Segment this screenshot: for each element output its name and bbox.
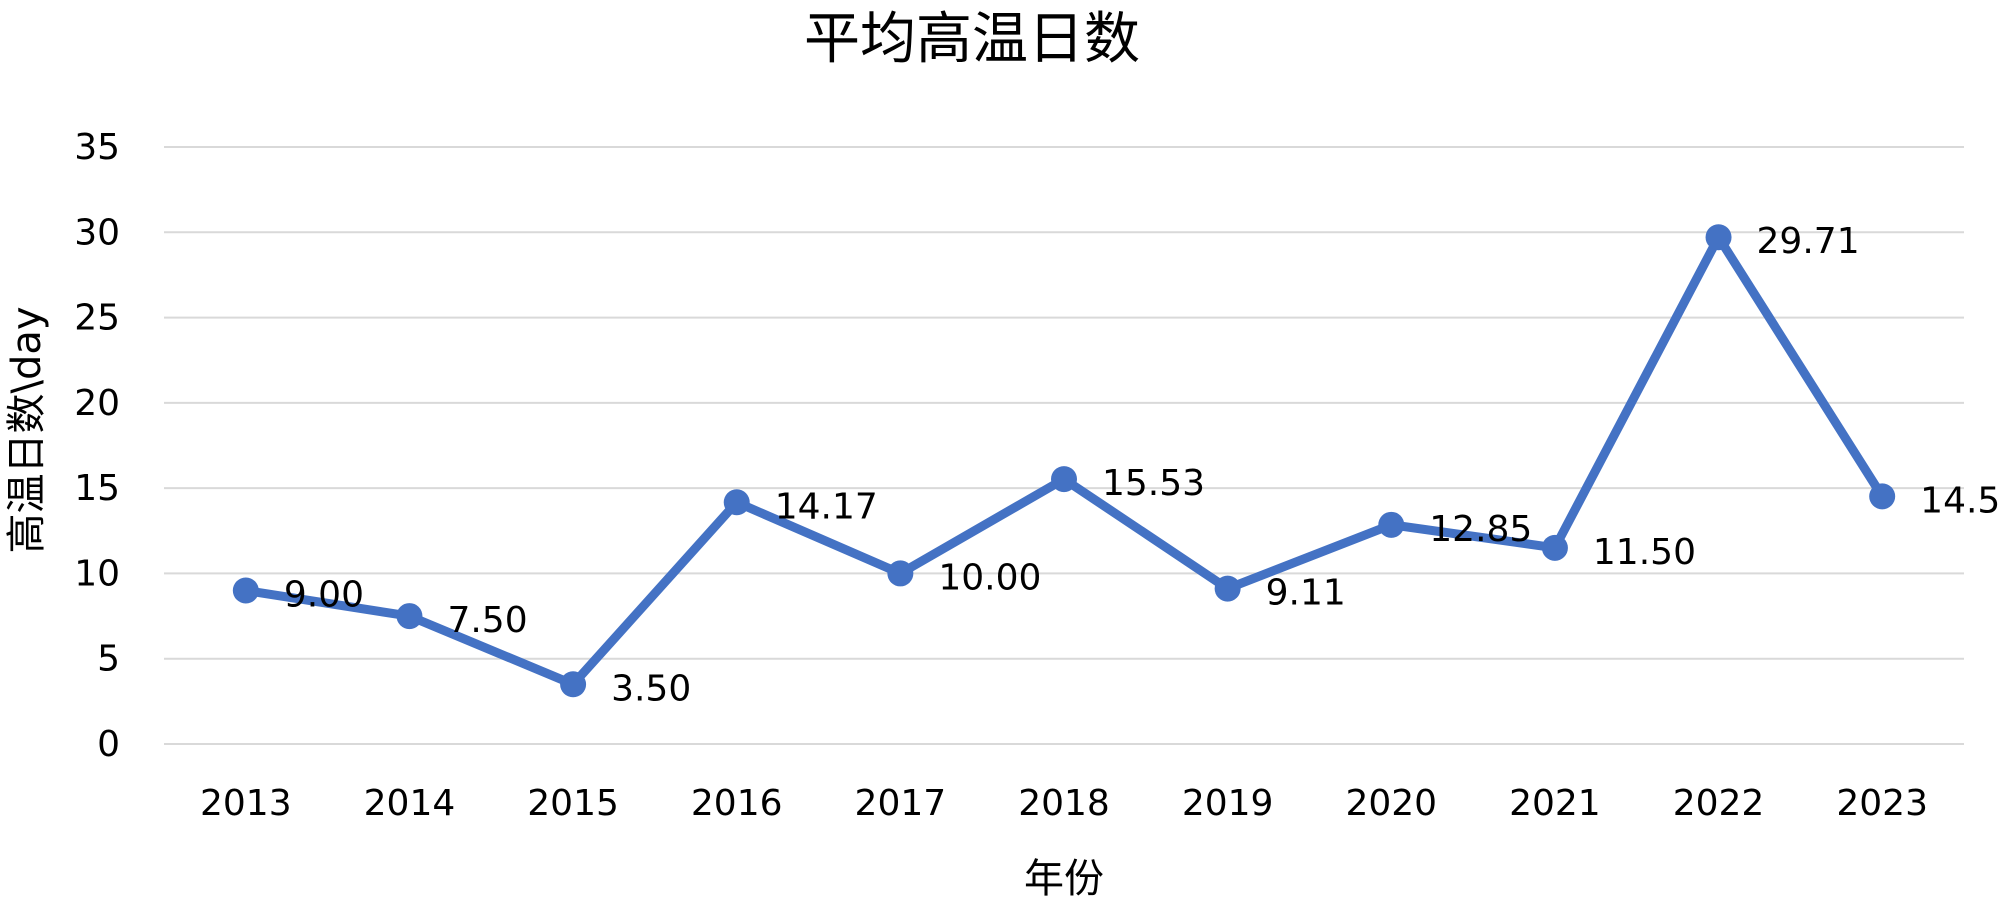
data-point xyxy=(887,560,914,587)
x-axis-tick-labels: 2013 2014 2015 2016 2017 2018 2019 2020 2021 2022… xyxy=(200,783,1928,824)
data-label: 7.50 xyxy=(447,600,527,641)
data-label: 3.50 xyxy=(611,668,691,709)
data-point xyxy=(1869,483,1896,510)
x-tick-label: 2017 xyxy=(855,783,947,824)
y-tick-label: 25 xyxy=(74,298,120,339)
x-tick-label: 2018 xyxy=(1018,783,1110,824)
data-point xyxy=(1214,575,1241,602)
data-label: 14.17 xyxy=(775,486,878,527)
data-point xyxy=(1051,466,1077,493)
data-label: 11.50 xyxy=(1593,532,1696,573)
data-point xyxy=(1705,224,1732,251)
x-tick-label: 2019 xyxy=(1182,783,1274,824)
y-tick-label: 10 xyxy=(74,553,120,594)
chart-title: 平均高温日数 xyxy=(804,7,1140,72)
y-tick-label: 35 xyxy=(74,127,120,168)
x-tick-label: 2021 xyxy=(1509,783,1601,824)
data-point xyxy=(396,603,423,630)
data-label: 9.00 xyxy=(284,574,364,615)
x-tick-label: 2020 xyxy=(1345,783,1437,824)
data-label: 10.00 xyxy=(938,557,1041,598)
data-labels: 9.00 7.50 3.50 14.17 10.00 15.53 9.11 12.85 11.5… xyxy=(284,221,1999,709)
y-tick-label: 15 xyxy=(74,468,120,509)
data-label: 14.52 xyxy=(1920,480,1999,521)
y-tick-label: 20 xyxy=(74,383,120,424)
data-label: 9.11 xyxy=(1266,573,1346,614)
data-point xyxy=(1541,534,1568,561)
x-tick-label: 2015 xyxy=(527,783,619,824)
x-tick-label: 2013 xyxy=(200,783,292,824)
data-label: 15.53 xyxy=(1102,463,1205,504)
x-tick-label: 2023 xyxy=(1836,783,1928,824)
data-label: 12.85 xyxy=(1429,509,1532,550)
data-point xyxy=(1378,511,1405,538)
x-tick-label: 2014 xyxy=(364,783,456,824)
data-point xyxy=(232,577,259,604)
y-tick-label: 30 xyxy=(74,212,120,253)
y-axis-title: 高温日数\day xyxy=(4,306,50,553)
x-tick-label: 2022 xyxy=(1673,783,1765,824)
y-axis-tick-labels: 0 5 10 15 20 25 30 35 xyxy=(74,127,120,765)
series-layer xyxy=(232,224,1896,698)
x-tick-label: 2016 xyxy=(691,783,783,824)
gridlines xyxy=(164,146,1964,745)
y-tick-label: 0 xyxy=(97,724,120,765)
data-point xyxy=(560,671,587,698)
y-tick-label: 5 xyxy=(97,639,120,680)
x-axis-title: 年份 xyxy=(1024,856,1104,901)
data-point xyxy=(723,489,750,516)
data-label: 29.71 xyxy=(1757,221,1860,262)
